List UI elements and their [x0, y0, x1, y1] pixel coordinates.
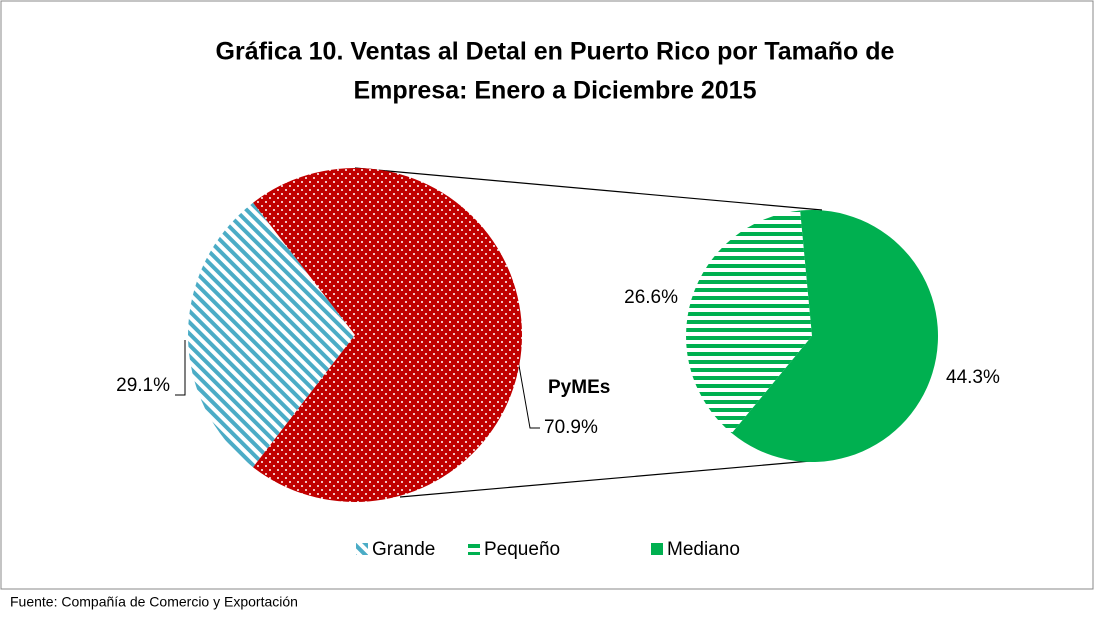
chart-title: Empresa: Enero a Diciembre 2015	[354, 77, 757, 105]
pie-slice	[253, 168, 523, 502]
pie-slice	[685, 210, 812, 434]
leader-line	[517, 359, 540, 429]
connector-line	[399, 459, 823, 498]
legend-label: Pequeño	[484, 539, 560, 560]
pie-slice	[731, 210, 938, 462]
data-label: 70.9%	[544, 417, 598, 438]
category-label: PyMEs	[548, 377, 610, 398]
legend-swatch	[651, 543, 663, 555]
source-note: Fuente: Compañía de Comercio y Exportaci…	[10, 594, 298, 610]
data-label: 44.3%	[946, 367, 1000, 388]
leader-line	[175, 340, 186, 396]
legend-swatch	[356, 543, 368, 555]
data-label: 29.1%	[116, 375, 170, 396]
legend-label: Mediano	[667, 539, 740, 560]
data-label: 26.6%	[624, 287, 678, 308]
connector-line	[354, 167, 823, 211]
pie-slice	[188, 202, 355, 468]
legend-label: Grande	[372, 539, 435, 560]
chart-title: Gráfica 10. Ventas al Detal en Puerto Ri…	[216, 38, 895, 66]
legend-swatch	[468, 543, 480, 555]
